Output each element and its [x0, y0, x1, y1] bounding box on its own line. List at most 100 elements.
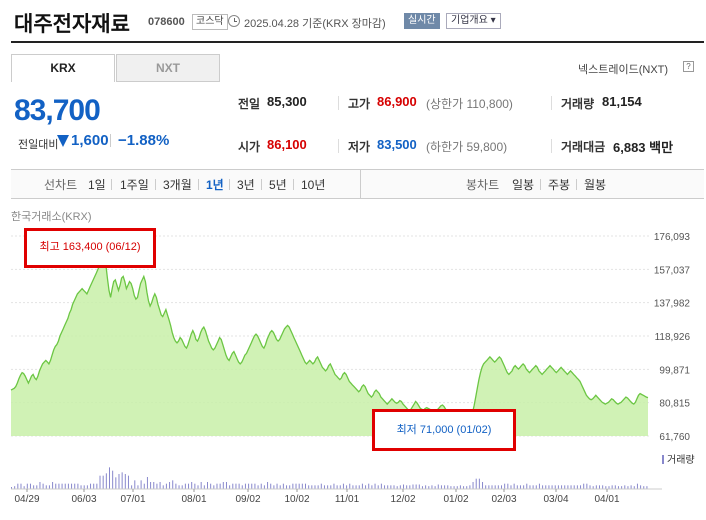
high-label: 고가 — [348, 97, 371, 111]
x-tick-label: 11/01 — [335, 494, 360, 505]
y-tick-label: 137,982 — [654, 299, 691, 310]
change-amount: 1,600 — [71, 132, 109, 149]
period-1w[interactable]: 1주일 — [120, 178, 149, 192]
volume-bar — [55, 483, 57, 489]
base-date: 2025.04.28 기준(KRX 장마감) — [244, 18, 386, 30]
volume-bar — [222, 482, 224, 489]
volume-bar — [323, 485, 325, 489]
volume-bar — [36, 485, 38, 489]
volume-bar — [339, 485, 341, 489]
volume-bar — [646, 486, 648, 489]
y-tick-label: 61,760 — [659, 432, 690, 443]
period-3y[interactable]: 3년 — [237, 178, 255, 192]
period-1y[interactable]: 1년 — [206, 178, 224, 192]
volume-bar — [153, 482, 155, 489]
separator — [540, 179, 541, 190]
volume-bar — [529, 485, 531, 489]
period-5y[interactable]: 5년 — [269, 178, 287, 192]
volume-bar — [267, 482, 269, 489]
help-icon[interactable]: ? — [683, 61, 694, 72]
candle-daily[interactable]: 일봉 — [512, 178, 535, 192]
volume-bar — [48, 485, 50, 489]
volume-bar — [349, 483, 351, 489]
volume-bar — [229, 485, 231, 489]
volume-bar — [219, 483, 221, 489]
volume-label: 거래량 — [561, 97, 595, 111]
x-tick-label: 06/03 — [71, 494, 96, 505]
volume-bar — [605, 486, 607, 489]
volume-bar — [409, 485, 411, 489]
company-info-dropdown[interactable]: 기업개요 ▾ — [446, 13, 501, 29]
volume-bar — [599, 485, 600, 489]
period-10y[interactable]: 10년 — [301, 178, 326, 192]
volume-bar — [545, 485, 547, 489]
high-value: 86,900 — [377, 94, 417, 109]
volume-bar — [131, 485, 133, 489]
volume-bar — [308, 485, 310, 489]
volume-bar — [516, 485, 518, 489]
volume-bar — [399, 485, 401, 489]
prev-close-label: 전일 — [238, 97, 261, 111]
volume-bar — [42, 483, 44, 489]
volume-bar — [617, 486, 619, 489]
volume-bar — [583, 483, 585, 489]
volume-bar — [102, 475, 104, 489]
volume-bar — [352, 485, 354, 489]
volume-bar — [197, 485, 199, 489]
volume-bar — [542, 485, 544, 489]
volume-bar — [146, 477, 148, 489]
x-tick-label: 09/02 — [235, 494, 260, 505]
tab-krx[interactable]: KRX — [11, 54, 115, 82]
volume-bar — [112, 470, 114, 489]
volume-bar — [143, 483, 145, 489]
volume-bar — [415, 484, 417, 489]
x-tick-label: 04/01 — [594, 494, 619, 505]
volume-bar — [45, 485, 47, 489]
volume-bar — [643, 486, 645, 489]
realtime-button[interactable]: 실시간 — [404, 13, 440, 29]
volume-bar — [244, 483, 246, 489]
period-3m[interactable]: 3개월 — [163, 178, 192, 192]
volume-bar — [279, 485, 281, 489]
volume-bar — [20, 483, 22, 489]
exchange-label: 한국거래소(KRX) — [11, 211, 92, 223]
volume-bar — [450, 486, 452, 489]
volume-bar — [276, 483, 278, 489]
volume-bar — [336, 485, 338, 489]
volume-bar — [393, 485, 395, 489]
x-tick-label: 01/02 — [443, 494, 468, 505]
volume-bar — [535, 485, 537, 489]
amount-value: 6,883 백만 — [613, 140, 674, 155]
volume-bar — [282, 483, 284, 489]
volume-bar — [74, 483, 76, 489]
volume-bar — [200, 482, 202, 489]
volume-bar — [33, 485, 35, 489]
y-tick-label: 157,037 — [654, 265, 691, 276]
volume-bar — [134, 480, 136, 489]
volume-bar — [235, 483, 237, 489]
period-1d[interactable]: 1일 — [88, 178, 106, 192]
candle-weekly[interactable]: 주봉 — [548, 178, 571, 192]
volume-bar — [105, 473, 107, 489]
price-chart[interactable]: 176,093 157,037 137,982 118,926 99,871 80,815… — [0, 220, 706, 520]
separator — [111, 179, 112, 190]
volume-bar — [564, 485, 566, 489]
nxt-link[interactable]: 넥스트레이드(NXT) — [578, 64, 669, 76]
tab-nxt[interactable]: NXT — [116, 54, 220, 82]
volume-bar — [118, 474, 120, 489]
volume-bar — [573, 485, 575, 489]
volume-bar — [216, 483, 218, 489]
separator — [293, 179, 294, 190]
volume-bar — [557, 485, 559, 489]
volume-bar — [314, 485, 316, 489]
volume-bar — [162, 485, 164, 489]
candle-monthly[interactable]: 월봉 — [584, 178, 607, 192]
market-badge: 코스닥 — [192, 14, 228, 30]
volume-bar — [99, 475, 101, 489]
volume-bar — [333, 483, 335, 489]
volume-bar — [456, 486, 458, 489]
line-chart-label: 선차트 — [44, 178, 78, 192]
volume-bar — [494, 485, 496, 489]
volume-bar — [109, 467, 110, 489]
volume-bar — [26, 483, 28, 489]
